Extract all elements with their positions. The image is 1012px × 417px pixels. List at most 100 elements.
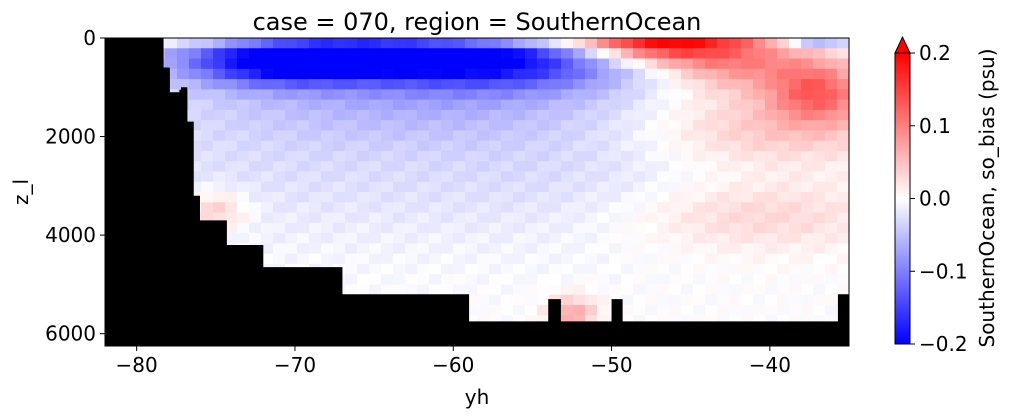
heatmap-cell — [705, 212, 718, 224]
heatmap-cell — [405, 202, 418, 214]
heatmap-cell — [801, 68, 814, 80]
heatmap-cell — [165, 48, 178, 60]
heatmap-cell — [213, 212, 226, 224]
heatmap-cell — [657, 202, 670, 214]
heatmap-cell — [633, 38, 646, 49]
heatmap-cell — [669, 181, 682, 193]
heatmap-cell — [393, 68, 406, 80]
heatmap-cell — [741, 68, 754, 80]
heatmap-cell — [345, 171, 358, 183]
heatmap-cell — [537, 212, 550, 224]
heatmap-cell — [213, 202, 226, 214]
heatmap-cell — [513, 150, 526, 162]
heatmap-cell — [189, 109, 202, 121]
heatmap-cell — [789, 315, 802, 327]
heatmap-cell — [645, 48, 658, 60]
heatmap-cell — [225, 68, 238, 80]
heatmap-cell — [561, 68, 574, 80]
heatmap-cell — [645, 284, 658, 296]
heatmap-cell — [405, 171, 418, 183]
heatmap-cell — [321, 140, 334, 152]
heatmap-cell — [573, 120, 586, 131]
heatmap-cell — [681, 202, 694, 214]
heatmap-cell — [501, 79, 514, 90]
heatmap-cell — [753, 284, 766, 296]
heatmap-cell — [501, 99, 514, 111]
y-tick-label: 2000 — [45, 125, 96, 149]
heatmap-cell — [189, 99, 202, 111]
heatmap-cell — [537, 274, 550, 285]
heatmap-cell — [333, 48, 346, 60]
heatmap-cell — [825, 150, 838, 162]
heatmap-cell — [669, 79, 682, 90]
heatmap-cell — [585, 140, 598, 152]
heatmap-cell — [729, 161, 742, 173]
heatmap-cell — [381, 284, 394, 296]
heatmap-cell — [477, 284, 490, 296]
heatmap-cell — [777, 68, 790, 80]
heatmap-cell — [177, 48, 190, 60]
heatmap-cell — [225, 181, 238, 193]
heatmap-cell — [465, 79, 478, 90]
heatmap-cell — [393, 58, 406, 70]
heatmap-cell — [573, 140, 586, 152]
heatmap-cell — [309, 181, 322, 193]
heatmap-cell — [345, 212, 358, 224]
heatmap-cell — [561, 161, 574, 173]
heatmap-cell — [369, 212, 382, 224]
heatmap-cell — [261, 202, 274, 214]
heatmap-cell — [705, 171, 718, 183]
heatmap-cell — [825, 192, 838, 203]
heatmap-cell — [585, 130, 598, 142]
heatmap-cell — [729, 109, 742, 121]
heatmap-cell — [393, 243, 406, 255]
heatmap-cell — [801, 150, 814, 162]
heatmap-cell — [741, 192, 754, 203]
heatmap-cell — [657, 99, 670, 111]
heatmap-cell — [789, 89, 802, 101]
heatmap-cell — [285, 253, 298, 265]
heatmap-cell — [393, 48, 406, 60]
heatmap-cell — [321, 109, 334, 121]
heatmap-cell — [297, 89, 310, 101]
heatmap-cell — [561, 120, 574, 131]
heatmap-cell — [741, 294, 754, 306]
heatmap-cell — [357, 58, 370, 70]
heatmap-cell — [297, 140, 310, 152]
heatmap-cell — [285, 192, 298, 203]
heatmap-cell — [465, 192, 478, 203]
heatmap-cell — [777, 99, 790, 111]
heatmap-cell — [789, 161, 802, 173]
heatmap-cell — [321, 212, 334, 224]
heatmap-cell — [681, 99, 694, 111]
heatmap-cell — [453, 263, 466, 275]
heatmap-cell — [621, 304, 634, 316]
heatmap-cell — [813, 109, 826, 121]
heatmap-cell — [225, 48, 238, 60]
heatmap-cell — [681, 294, 694, 306]
heatmap-cell — [213, 130, 226, 142]
heatmap-cell — [525, 274, 538, 285]
heatmap-cell — [621, 48, 634, 60]
heatmap-cell — [273, 171, 286, 183]
heatmap-cell — [777, 79, 790, 90]
heatmap-cell — [765, 89, 778, 101]
heatmap-cell — [489, 315, 502, 327]
heatmap-cell — [777, 212, 790, 224]
heatmap-cell — [657, 150, 670, 162]
heatmap-cell — [297, 99, 310, 111]
heatmap-cell — [717, 253, 730, 265]
heatmap-cell — [201, 109, 214, 121]
heatmap-cell — [753, 202, 766, 214]
heatmap-cell — [309, 233, 322, 244]
heatmap-cell — [717, 274, 730, 285]
heatmap-cell — [513, 304, 526, 316]
heatmap-cell — [525, 284, 538, 296]
heatmap-cell — [621, 233, 634, 244]
heatmap-cell — [765, 243, 778, 255]
heatmap-cell — [309, 171, 322, 183]
heatmap-cell — [201, 212, 214, 224]
plot-frame — [104, 37, 850, 347]
heatmap-cell — [597, 120, 610, 131]
heatmap-cell — [249, 48, 262, 60]
